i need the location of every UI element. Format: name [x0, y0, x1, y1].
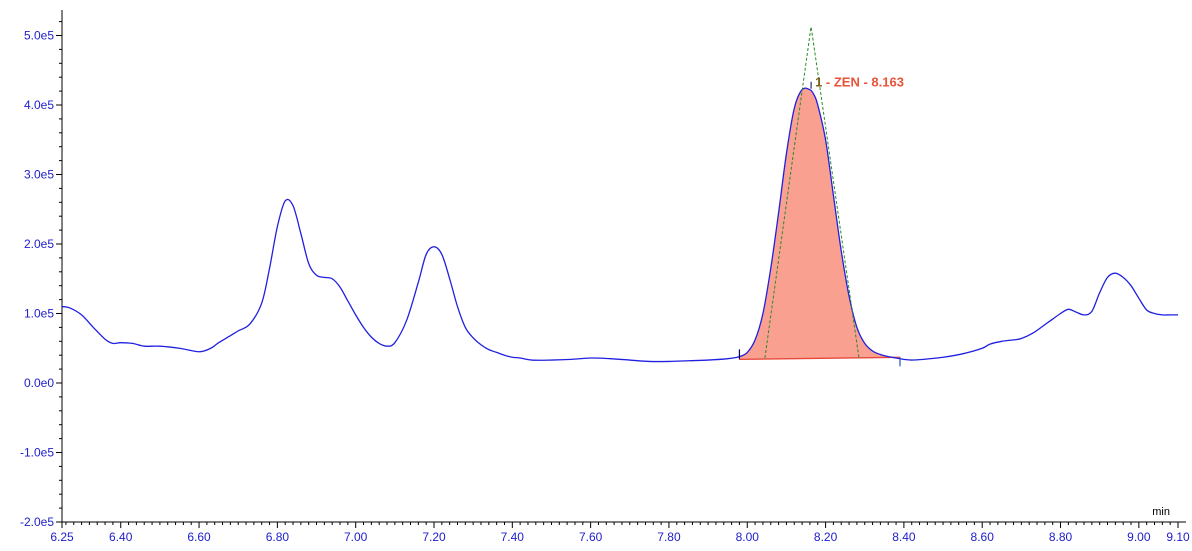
x-tick-label: 6.25	[50, 530, 74, 544]
x-tick-label: 7.20	[422, 530, 446, 544]
peak-label-text: - ZEN - 8.163	[822, 75, 904, 90]
x-tick-label: 8.40	[892, 530, 916, 544]
x-tick-label: 8.20	[814, 530, 838, 544]
chromatogram-trace	[61, 87, 1178, 363]
peak-label-number: 1	[815, 75, 822, 90]
x-tick-label: 6.60	[187, 530, 211, 544]
x-axis: 6.25 6.40 6.60 6.80 7.00 7.20 7.40 7.60 7.80 8.00…	[50, 522, 1190, 544]
peak-tangents	[764, 26, 860, 359]
x-tick-label: 9.10	[1166, 530, 1190, 544]
x-tick-label: 8.60	[971, 530, 995, 544]
y-tick-label: 0.0e0	[24, 376, 54, 390]
y-axis: -2.0e5 -1.0e5 0.0e0 1.0e5 2.0e5 3.0e5 4.0e5 5.0…	[20, 21, 62, 529]
y-tick-label: -2.0e5	[20, 515, 54, 529]
y-tick-label: 1.0e5	[24, 307, 54, 321]
peak-annotations: 1 - ZEN - 8.163	[738, 75, 904, 367]
x-tick-label: 8.80	[1049, 530, 1073, 544]
x-tick-label: 7.40	[501, 530, 525, 544]
peak-label: 1 - ZEN - 8.163	[815, 75, 904, 90]
x-tick-label: 7.60	[579, 530, 603, 544]
y-tick-label: -1.0e5	[20, 446, 54, 460]
x-tick-label: 6.40	[109, 530, 133, 544]
x-tick-label: 9.00	[1127, 530, 1151, 544]
x-tick-label: 7.80	[657, 530, 681, 544]
tangent-left	[764, 26, 812, 359]
peak-fill	[738, 88, 900, 360]
x-tick-label: 6.80	[266, 530, 290, 544]
y-tick-label: 4.0e5	[24, 98, 54, 112]
peak-baseline	[739, 356, 900, 361]
x-tick-label: 8.00	[736, 530, 760, 544]
y-tick-label: 5.0e5	[24, 29, 54, 43]
y-tick-label: 2.0e5	[24, 237, 54, 251]
plot-frame	[61, 10, 1186, 523]
x-tick-label: 7.00	[344, 530, 368, 544]
y-tick-label: 3.0e5	[24, 168, 54, 182]
tangent-right	[810, 26, 860, 358]
x-unit-label: min	[1152, 506, 1170, 518]
trace-line	[61, 87, 1178, 363]
peak-area	[738, 88, 900, 361]
